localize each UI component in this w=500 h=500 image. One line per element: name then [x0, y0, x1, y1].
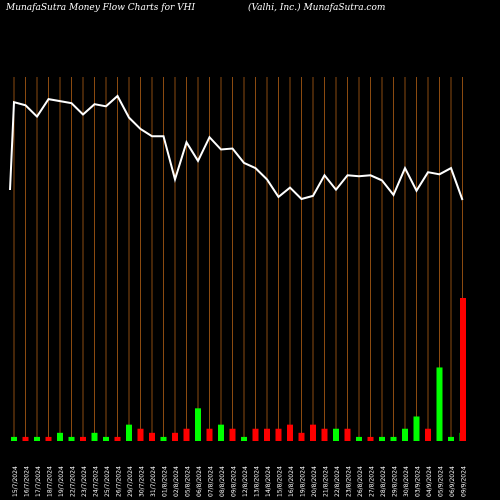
flow-bar [275, 428, 282, 441]
flow-bar [160, 436, 167, 441]
date-label: 30/7/2024 [139, 466, 146, 497]
date-label: 06/8/2024 [196, 466, 203, 497]
date-label: 18/7/2024 [47, 466, 54, 497]
date-label: 26/7/2024 [116, 466, 123, 497]
date-label: 15/8/2024 [277, 466, 284, 497]
date-label: 07/8/2024 [208, 466, 215, 497]
flow-bar [264, 428, 270, 441]
date-label: 12/8/2024 [242, 466, 249, 497]
date-label: 09/9/2024 [461, 466, 468, 497]
date-label: 22/8/2024 [334, 466, 341, 497]
date-label: 21/8/2024 [323, 466, 330, 497]
flow-bar [149, 432, 155, 441]
date-label: 08/8/2024 [219, 466, 226, 497]
flow-bar [252, 428, 259, 441]
flow-bar [91, 432, 98, 441]
date-label: 04/9/2024 [426, 466, 433, 497]
date-label: 02/8/2024 [173, 466, 180, 497]
date-label: 23/8/2024 [346, 466, 353, 497]
date-labels: 15/7/2024 16/7/2024 17/7/2024 18/7/2024 19/7… [12, 466, 468, 497]
chart-title: MunafaSutra Money Flow Charts for VHI [6, 3, 196, 13]
flow-bar [183, 428, 190, 441]
flow-bar [321, 428, 328, 441]
flow-bar [172, 432, 178, 441]
flow-bar [45, 436, 52, 441]
flow-bar [367, 436, 374, 441]
flow-bar [229, 428, 236, 441]
date-label: 15/7/2024 [12, 466, 19, 497]
date-label: 19/8/2024 [300, 466, 307, 497]
flow-bar [34, 436, 40, 441]
flow-bar [126, 424, 132, 441]
date-label: 20/8/2024 [311, 466, 318, 497]
date-label: 14/8/2024 [265, 466, 272, 497]
date-label: 26/8/2024 [357, 466, 364, 497]
chart-header: MunafaSutra Money Flow Charts for VHI (V… [0, 0, 500, 24]
flow-bar [344, 428, 351, 441]
flow-bar [448, 436, 454, 441]
flow-bar [379, 436, 385, 441]
flow-bar [333, 428, 339, 441]
date-label: 29/7/2024 [127, 466, 134, 497]
flow-bar [195, 408, 201, 441]
flow-bar [310, 424, 316, 441]
grid-lines [13, 77, 463, 441]
flow-bar [287, 424, 293, 441]
date-label: 05/9/2024 [438, 466, 445, 497]
flow-bars [11, 298, 466, 441]
date-label: 27/8/2024 [369, 466, 376, 497]
flow-bar [68, 436, 75, 441]
date-label: 28/8/2024 [380, 466, 387, 497]
flow-bar [402, 428, 408, 441]
date-label: 17/7/2024 [35, 466, 42, 497]
date-label: 19/7/2024 [58, 466, 65, 497]
flow-bar [218, 424, 224, 441]
flow-bar [356, 436, 362, 441]
flow-bar [137, 428, 144, 441]
flow-bar [80, 436, 86, 441]
date-label: 23/7/2024 [81, 466, 88, 497]
flow-bar [57, 432, 63, 441]
date-label: 22/7/2024 [70, 466, 77, 497]
flow-bar [22, 436, 29, 441]
flow-bar [425, 428, 431, 441]
date-label: 24/7/2024 [93, 466, 100, 497]
date-label: 09/8/2024 [231, 466, 238, 497]
date-label: 13/8/2024 [254, 466, 261, 497]
flow-bar [114, 436, 121, 441]
date-label: 30/8/2024 [403, 466, 410, 497]
flow-bar [206, 428, 213, 441]
flow-bar [241, 436, 247, 441]
date-label: 05/8/2024 [185, 466, 192, 497]
date-label: 29/8/2024 [392, 466, 399, 497]
date-label: 25/7/2024 [104, 466, 111, 497]
flow-bar [413, 416, 420, 441]
date-label: 31/7/2024 [150, 466, 157, 497]
price-line [9, 94, 464, 201]
flow-bar [390, 436, 397, 441]
flow-bar [11, 436, 17, 441]
date-label: 06/9/2024 [449, 466, 456, 497]
date-label: 03/9/2024 [415, 466, 422, 497]
flow-bar [436, 367, 443, 441]
date-label: 16/7/2024 [24, 466, 31, 497]
date-label: 16/8/2024 [288, 466, 295, 497]
flow-bar [460, 298, 466, 441]
date-label: 01/8/2024 [162, 466, 169, 497]
company-title: (Valhi, Inc.) MunafaSutra.com [248, 3, 386, 13]
flow-bar [103, 436, 109, 441]
flow-bar [298, 432, 305, 441]
